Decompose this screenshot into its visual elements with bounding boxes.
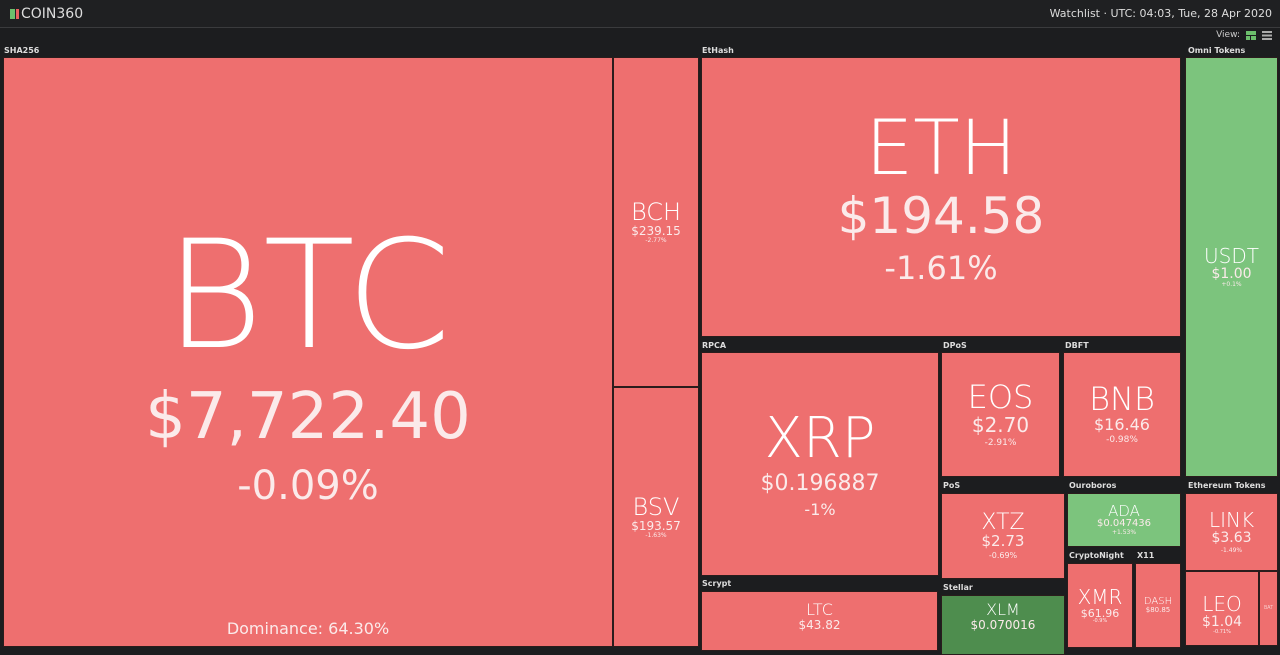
coin-tile-bch[interactable]: BCH $239.15 -2.77% bbox=[613, 57, 699, 387]
coin-tile-eth[interactable]: ETH $194.58 -1.61% bbox=[701, 57, 1181, 337]
coin-tile-dash[interactable]: DASH $80.85 bbox=[1135, 563, 1181, 648]
coin-tile-eos[interactable]: EOS $2.70 -2.91% bbox=[941, 352, 1060, 477]
coin-tile-ada[interactable]: ADA $0.047436 +1.53% bbox=[1067, 493, 1181, 547]
coin-price: $61.96 bbox=[1080, 606, 1120, 620]
coin-tile-usdt[interactable]: USDT $1.00 +0.1% bbox=[1185, 57, 1278, 477]
view-label: View: bbox=[1216, 30, 1240, 40]
utc-time: UTC: 04:03, Tue, 28 Apr 2020 bbox=[1110, 7, 1273, 20]
coin-change: -0.98% bbox=[1106, 435, 1138, 446]
coin-price: $0.070016 bbox=[970, 617, 1036, 632]
coin-symbol: LEO bbox=[1202, 592, 1242, 617]
coin-tile-btc[interactable]: BTC $7,722.40 -0.09% Dominance: 64.30% bbox=[3, 57, 613, 647]
coin-tile-xrp[interactable]: XRP $0.196887 -1% bbox=[701, 352, 939, 576]
coin-change: -1.61% bbox=[884, 249, 998, 288]
coin-symbol: BCH bbox=[630, 197, 682, 226]
list-view-icon[interactable] bbox=[1262, 30, 1272, 40]
dominance: Dominance: 64.30% bbox=[226, 619, 390, 639]
logo-mark-red bbox=[16, 9, 19, 19]
treemap-view-icon[interactable] bbox=[1246, 30, 1256, 40]
logo-mark bbox=[10, 9, 15, 19]
coin-symbol: XRP bbox=[764, 405, 876, 471]
coin-symbol: XTZ bbox=[981, 510, 1025, 536]
coin-tile-bat[interactable]: BAT bbox=[1259, 571, 1278, 646]
group-label-pos: PoS bbox=[943, 481, 961, 490]
group-label-x11: X11 bbox=[1137, 551, 1155, 560]
coin-change: +1.53% bbox=[1111, 528, 1137, 536]
coin-symbol: XMR bbox=[1077, 584, 1123, 609]
group-label-ouroboros: Ouroboros bbox=[1069, 481, 1117, 490]
coin-change: -0.09% bbox=[237, 462, 379, 509]
coin-change: -2.91% bbox=[984, 437, 1017, 448]
coin-price: $0.196887 bbox=[760, 471, 880, 497]
coin-tile-ltc[interactable]: LTC $43.82 bbox=[701, 591, 938, 651]
group-label-ethash: EtHash bbox=[702, 46, 734, 55]
coin-price: $1.04 bbox=[1201, 614, 1243, 631]
coin-price: $194.58 bbox=[837, 186, 1045, 245]
group-label-scrypt: Scrypt bbox=[702, 579, 732, 588]
coin-price: $16.46 bbox=[1094, 414, 1150, 434]
group-label-omni: Omni Tokens bbox=[1188, 46, 1246, 55]
coin-change: -2.77% bbox=[645, 236, 667, 244]
logo-text: COIN360 bbox=[21, 6, 84, 22]
group-label-eth-tokens: Ethereum Tokens bbox=[1188, 481, 1266, 490]
coin-price: $0.047436 bbox=[1096, 518, 1152, 530]
coin-symbol: EOS bbox=[967, 377, 1034, 416]
view-switcher: View: bbox=[1216, 30, 1272, 40]
coin-tile-xmr[interactable]: XMR $61.96 -0.9% bbox=[1067, 563, 1133, 648]
coin-symbol: USDT bbox=[1204, 244, 1259, 268]
group-label-cryptonight: CryptoNight bbox=[1069, 551, 1124, 560]
coin-tile-bnb[interactable]: BNB $16.46 -0.98% bbox=[1063, 352, 1181, 477]
coin-price: $239.15 bbox=[631, 224, 681, 239]
coin-symbol: LTC bbox=[806, 600, 833, 619]
coin-change: -1.49% bbox=[1220, 546, 1243, 554]
coin-change: -0.69% bbox=[988, 551, 1018, 561]
coin-price: $193.57 bbox=[631, 519, 681, 534]
coin-symbol: BSV bbox=[632, 492, 680, 521]
group-label-sha256: SHA256 bbox=[4, 46, 40, 55]
coin-price: $2.73 bbox=[981, 532, 1025, 551]
group-label-dbft: DBFT bbox=[1065, 341, 1089, 350]
coin-price: $3.63 bbox=[1211, 530, 1252, 546]
top-bar: COIN360 Watchlist · UTC: 04:03, Tue, 28 … bbox=[0, 0, 1280, 28]
group-label-dpos: DPoS bbox=[943, 341, 967, 350]
logo[interactable]: COIN360 bbox=[10, 6, 83, 22]
group-label-stellar: Stellar bbox=[943, 583, 973, 592]
coin-price: $7,722.40 bbox=[145, 379, 471, 454]
coin-symbol: ETH bbox=[865, 103, 1017, 193]
coin-change: -1.63% bbox=[645, 531, 667, 539]
coin-price: $2.70 bbox=[971, 412, 1030, 437]
coin-symbol: XLM bbox=[986, 600, 1020, 619]
header-right: Watchlist · UTC: 04:03, Tue, 28 Apr 2020 bbox=[1049, 7, 1273, 20]
coin-tile-link[interactable]: LINK $3.63 -1.49% bbox=[1185, 493, 1278, 571]
coin-symbol: BAT bbox=[1263, 604, 1274, 611]
coin-change: -0.9% bbox=[1092, 618, 1108, 625]
coin-change: -0.71% bbox=[1213, 628, 1231, 635]
coin-tile-xlm[interactable]: XLM $0.070016 bbox=[941, 595, 1065, 655]
coin-change: +0.1% bbox=[1221, 280, 1242, 288]
coin-symbol: LINK bbox=[1208, 508, 1255, 532]
coin-change: -1% bbox=[804, 499, 836, 519]
coin-symbol: BTC bbox=[165, 209, 451, 383]
coin-price: $43.82 bbox=[798, 617, 841, 632]
coin-symbol: BNB bbox=[1089, 380, 1155, 419]
watchlist-link[interactable]: Watchlist bbox=[1049, 7, 1100, 20]
coin-symbol: ADA bbox=[1108, 501, 1140, 520]
coin-tile-leo[interactable]: LEO $1.04 -0.71% bbox=[1185, 571, 1259, 646]
coin-tile-bsv[interactable]: BSV $193.57 -1.63% bbox=[613, 387, 699, 647]
group-label-rpca: RPCA bbox=[702, 341, 727, 350]
coin-symbol: DASH bbox=[1143, 595, 1173, 607]
coin-price: $1.00 bbox=[1211, 266, 1252, 282]
coin-price: $80.85 bbox=[1145, 606, 1171, 615]
coin-tile-xtz[interactable]: XTZ $2.73 -0.69% bbox=[941, 493, 1065, 579]
